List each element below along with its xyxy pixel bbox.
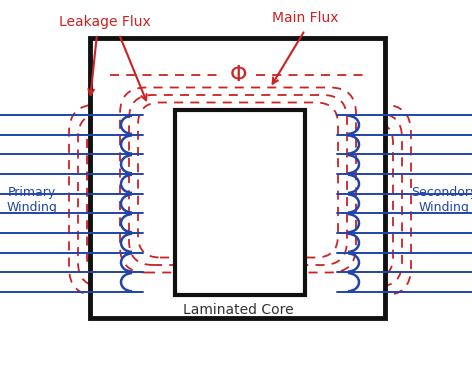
Text: Primary
Winding: Primary Winding xyxy=(7,186,58,214)
Text: Laminated Core: Laminated Core xyxy=(183,303,293,317)
Bar xyxy=(90,38,385,318)
Text: Leakage Flux: Leakage Flux xyxy=(59,15,151,29)
Text: Main Flux: Main Flux xyxy=(272,11,338,25)
Text: $\Phi$: $\Phi$ xyxy=(229,64,247,86)
Bar xyxy=(175,110,305,295)
Text: www.electricaleasy.com: www.electricaleasy.com xyxy=(230,181,360,259)
Text: Secondory
Winding: Secondory Winding xyxy=(411,186,472,214)
